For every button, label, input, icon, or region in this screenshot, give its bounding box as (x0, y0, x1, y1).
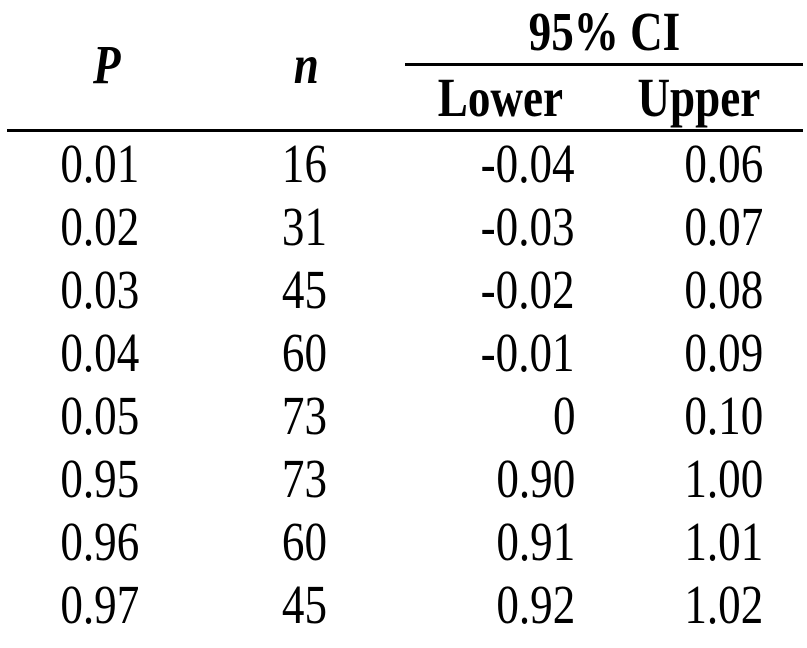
cell-ci-upper: 1.01 (684, 511, 763, 572)
cell-ci-upper: 0.07 (684, 196, 763, 257)
cell-p: 0.95 (60, 448, 139, 509)
cell-n: 60 (281, 511, 327, 572)
table-row: 0.04 60 -0.01 0.09 (7, 321, 803, 384)
table-row: 0.95 73 0.90 1.00 (7, 447, 803, 510)
cell-ci-upper: 0.10 (684, 385, 763, 446)
table-header: P n 95% CI Lower Upper (7, 0, 803, 132)
column-header-lower-label: Lower (437, 67, 563, 128)
column-header-upper: Upper (595, 64, 803, 132)
header-sub-row: Lower Upper (7, 64, 803, 132)
cell-ci-lower: -0.03 (481, 196, 575, 257)
cell-ci-lower: 0.93 (405, 636, 595, 648)
cell-n: 60 (281, 322, 327, 383)
column-group-header-ci: 95% CI (405, 0, 803, 66)
cell-p: 0.03 (60, 259, 139, 320)
cell-n: 73 (281, 385, 327, 446)
cell-n: 31 (207, 636, 405, 648)
cell-n: 45 (281, 574, 327, 635)
confidence-interval-table: P n 95% CI Lower Upper 0.01 (7, 0, 803, 648)
cell-ci-upper: 1.03 (595, 636, 803, 648)
cell-p: 0.01 (60, 133, 139, 194)
cell-ci-lower: 0 (552, 385, 575, 446)
cell-ci-upper: 1.02 (684, 574, 763, 635)
cell-n: 45 (281, 259, 327, 320)
cell-ci-lower: -0.02 (481, 259, 575, 320)
cell-n: 31 (281, 196, 327, 257)
table-row: 0.96 60 0.91 1.01 (7, 510, 803, 573)
column-group-header-ci-label: 95% CI (528, 1, 680, 62)
table-row: 0.97 45 0.92 1.02 (7, 573, 803, 636)
table-body: 0.01 16 -0.04 0.06 0.02 31 (7, 131, 803, 648)
cell-n: 73 (281, 448, 327, 509)
table-row: 0.05 73 0 0.10 (7, 384, 803, 447)
cell-ci-lower: -0.04 (481, 133, 575, 194)
table-row: 0.98 31 0.93 1.03 (7, 636, 803, 648)
table-row: 0.01 16 -0.04 0.06 (7, 131, 803, 196)
cell-p: 0.02 (60, 196, 139, 257)
cell-p: 0.96 (60, 511, 139, 572)
cell-ci-upper: 0.06 (684, 133, 763, 194)
cell-p: 0.97 (60, 574, 139, 635)
column-header-n: n (207, 0, 405, 132)
cell-ci-lower: 0.90 (496, 448, 575, 509)
cell-p: 0.98 (7, 636, 207, 648)
column-header-lower: Lower (405, 64, 595, 132)
column-header-p: P (7, 0, 207, 132)
column-header-n-label: n (293, 34, 319, 95)
cell-p: 0.05 (60, 385, 139, 446)
cell-n: 16 (281, 133, 327, 194)
cell-ci-upper: 0.09 (684, 322, 763, 383)
cell-ci-lower: 0.91 (496, 511, 575, 572)
column-header-p-label: P (93, 34, 121, 95)
header-group-row: P n 95% CI (7, 0, 803, 132)
cell-ci-lower: -0.01 (481, 322, 575, 383)
cell-ci-lower: 0.92 (496, 574, 575, 635)
cell-ci-upper: 1.00 (684, 448, 763, 509)
cell-ci-upper: 0.08 (684, 259, 763, 320)
column-header-upper-label: Upper (637, 67, 761, 128)
table-row: 0.03 45 -0.02 0.08 (7, 258, 803, 321)
cell-p: 0.04 (60, 322, 139, 383)
table-row: 0.02 31 -0.03 0.07 (7, 195, 803, 258)
